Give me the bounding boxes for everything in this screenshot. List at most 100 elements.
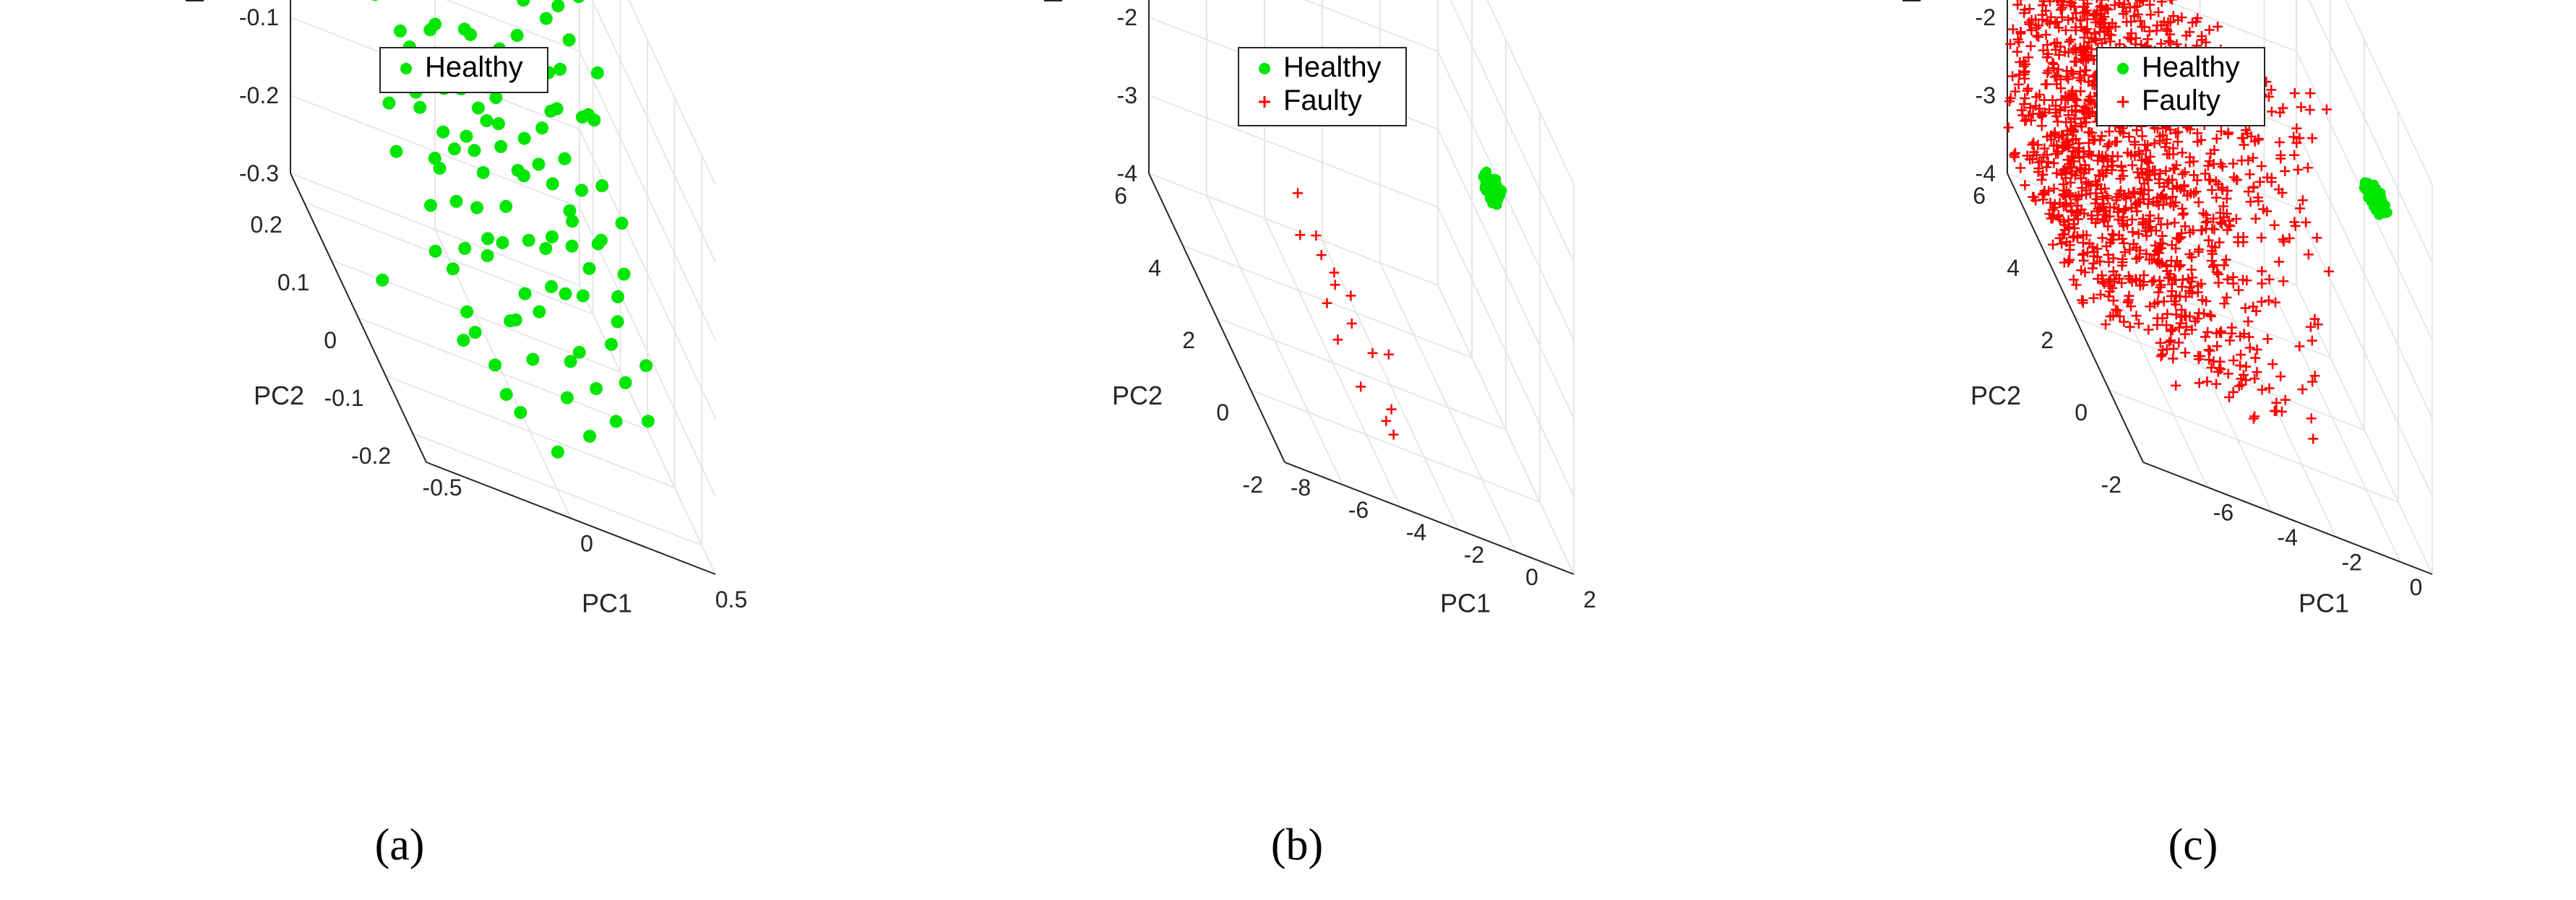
faulty-point [2217, 184, 2228, 195]
faulty-point [2064, 36, 2075, 47]
faulty-point [2228, 355, 2239, 365]
faulty-point [2103, 139, 2114, 150]
healthy-point [518, 287, 532, 300]
faulty-point [2161, 134, 2172, 145]
healthy-point [590, 66, 604, 79]
faulty-point [2095, 289, 2106, 300]
faulty-point [2095, 0, 2098, 4]
faulty-point [2060, 25, 2071, 35]
faulty-point [2005, 39, 2016, 50]
faulty-point [2127, 160, 2137, 170]
faulty-point [2080, 267, 2090, 278]
faulty-point [2250, 352, 2261, 363]
faulty-point [2125, 33, 2136, 44]
legend-label: Faulty [1283, 85, 1362, 116]
faulty-point [2007, 71, 2018, 82]
faulty-point [2126, 191, 2137, 202]
faulty-point [2169, 217, 2180, 228]
faulty-point [2236, 373, 2247, 384]
y-tick-label: 6 [1973, 183, 1986, 209]
faulty-point [2177, 147, 2188, 158]
faulty-point [2205, 345, 2215, 356]
faulty-point [2066, 66, 2077, 77]
faulty-point [2158, 17, 2169, 27]
subplot-b: -8-6-4-202-20246-4-3-2-101PC1PC2PC3Healt… [858, 0, 1717, 722]
faulty-point [2127, 227, 2138, 238]
faulty-point [2171, 128, 2181, 139]
faulty-point [2071, 280, 2082, 290]
faulty-point [2241, 361, 2252, 372]
faulty-point [2150, 165, 2161, 176]
faulty-point [2129, 150, 2140, 161]
faulty-point [2036, 174, 2047, 185]
faulty-point [2124, 131, 2135, 142]
faulty-point [2037, 189, 2048, 200]
faulty-point [2126, 28, 2137, 39]
faulty-point [2206, 311, 2217, 321]
series-faulty [1247, 53, 1399, 440]
faulty-point [2107, 282, 2118, 293]
faulty-point [2289, 217, 2300, 228]
faulty-point [2068, 69, 2079, 79]
faulty-point [2153, 297, 2163, 308]
gridline [1250, 389, 1541, 503]
healthy-point [494, 139, 508, 153]
faulty-point [2064, 188, 2075, 199]
faulty-point [2134, 149, 2145, 160]
faulty-point [2107, 151, 2118, 162]
faulty-point [2243, 186, 2254, 197]
legend-marker-healthy [400, 63, 412, 74]
faulty-point [2297, 195, 2308, 206]
faulty-point [2107, 229, 2118, 240]
gridline [2296, 285, 2433, 575]
faulty-point [2213, 277, 2224, 288]
faulty-point [2155, 351, 2166, 362]
faulty-point [2069, 113, 2080, 124]
faulty-point [1329, 267, 1340, 278]
faulty-point [2049, 72, 2060, 82]
faulty-point [2280, 165, 2291, 176]
legend-label: Healthy [425, 51, 523, 83]
faulty-point [2218, 201, 2228, 212]
faulty-point [2144, 254, 2155, 265]
faulty-point [2095, 1, 2106, 12]
healthy-point [546, 230, 559, 243]
legend: Healthy [379, 47, 548, 93]
healthy-point [447, 142, 461, 156]
healthy-point [535, 121, 549, 135]
faulty-point [2123, 0, 2125, 3]
gridline [1437, 129, 1575, 419]
faulty-point [2101, 241, 2112, 252]
faulty-point [2155, 238, 2166, 248]
faulty-point [2303, 249, 2314, 260]
faulty-point [2166, 0, 2177, 5]
faulty-point [2171, 380, 2181, 391]
faulty-point [2191, 16, 2202, 27]
healthy-point [424, 199, 437, 212]
faulty-point [2284, 233, 2295, 243]
healthy-point [551, 445, 564, 459]
y-tick-label: -2 [2101, 472, 2121, 498]
faulty-point [2193, 350, 2204, 361]
faulty-point [2214, 237, 2225, 248]
faulty-point [2065, 125, 2076, 136]
faulty-point [2179, 208, 2189, 219]
faulty-point [2048, 239, 2059, 250]
faulty-point [2174, 233, 2185, 244]
faulty-point [2041, 162, 2052, 173]
faulty-point [2106, 156, 2116, 167]
healthy-point [510, 28, 524, 42]
faulty-point [2175, 318, 2186, 329]
faulty-point [2312, 233, 2322, 243]
faulty-point [2164, 337, 2175, 347]
faulty-point [2059, 257, 2069, 268]
faulty-point [2161, 320, 2172, 331]
faulty-point [2306, 133, 2317, 144]
z-axis-label: PC3 [1038, 0, 1068, 4]
faulty-point [2201, 295, 2212, 306]
faulty-point [2269, 220, 2280, 230]
faulty-point [2124, 321, 2135, 332]
healthy-point [609, 415, 623, 428]
faulty-point [2192, 175, 2202, 186]
x-tick-label: 0 [580, 531, 593, 557]
